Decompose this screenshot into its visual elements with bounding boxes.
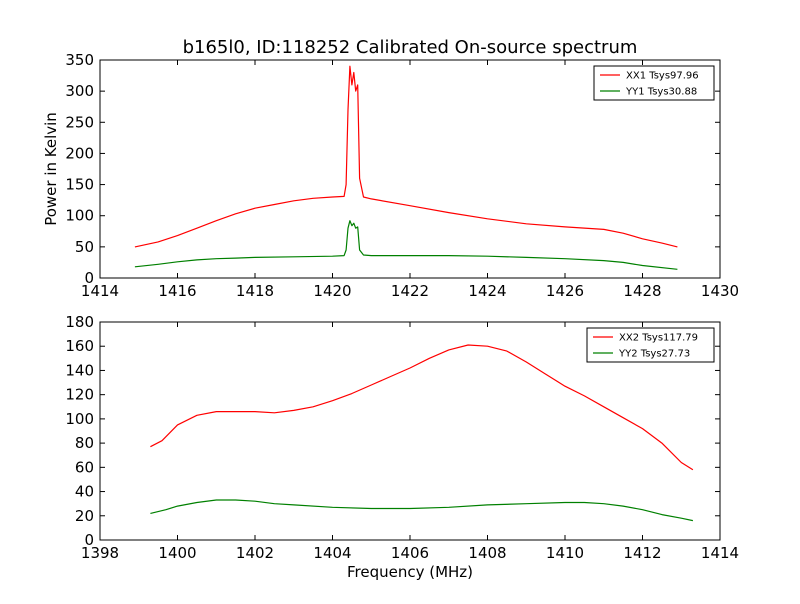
x-axis-label: Frequency (MHz) — [347, 563, 473, 581]
x-tick-label: 1424 — [468, 282, 506, 300]
x-tick-label: 1428 — [623, 282, 661, 300]
y-tick-label: 60 — [75, 458, 94, 476]
y-tick-label: 180 — [65, 313, 94, 331]
y-tick-label: 350 — [65, 51, 94, 69]
x-tick-label: 1418 — [236, 282, 274, 300]
x-tick-label: 1420 — [313, 282, 351, 300]
x-tick-label: 1410 — [546, 544, 584, 562]
figure-title: b165l0, ID:118252 Calibrated On-source s… — [183, 37, 638, 58]
series-line-1 — [150, 344, 694, 471]
legend-label: YY1 Tsys30.88 — [625, 87, 697, 98]
y-tick-label: 0 — [84, 269, 94, 287]
series-line-2 — [134, 220, 678, 270]
legend-label: YY2 Tsys27.73 — [618, 349, 690, 360]
legend: XX1 Tsys97.96 YY1 Tsys30.88 — [593, 65, 715, 101]
x-tick-label: 1404 — [313, 544, 351, 562]
y-tick-label: 140 — [65, 361, 94, 379]
y-tick-label: 50 — [75, 238, 94, 256]
y-tick-label: 0 — [84, 531, 94, 549]
y-tick-label: 100 — [65, 207, 94, 225]
y-tick-label: 200 — [65, 144, 94, 162]
x-tick-label: 1422 — [391, 282, 429, 300]
legend-label: XX2 Tsys117.79 — [619, 333, 698, 344]
y-tick-label: 40 — [75, 483, 94, 501]
x-tick-label: 1406 — [391, 544, 429, 562]
x-tick-label: 1414 — [81, 282, 119, 300]
chart-1: 1414 1416 1418 1420 1422 1424 1426 1428 1430 0 50 1… — [42, 51, 739, 300]
series-line-1 — [134, 65, 678, 248]
series-line-2 — [150, 499, 694, 522]
legend-label: XX1 Tsys97.96 — [626, 71, 699, 82]
y-tick-label: 100 — [65, 410, 94, 428]
x-tick-label: 1426 — [546, 282, 584, 300]
x-tick-label: 1398 — [81, 544, 119, 562]
x-tick-label: 1402 — [236, 544, 274, 562]
y-tick-label: 300 — [65, 82, 94, 100]
y-axis-label: Power in Kelvin — [42, 112, 60, 226]
x-tick-label: 1416 — [158, 282, 196, 300]
y-tick-label: 120 — [65, 386, 94, 404]
chart-2: 1398 1400 1402 1404 1406 1408 1410 1412 1414 0 20 4… — [65, 313, 739, 581]
y-tick-label: 160 — [65, 337, 94, 355]
y-tick-label: 80 — [75, 434, 94, 452]
x-tick-label: 1430 — [701, 282, 739, 300]
legend-box — [593, 65, 715, 101]
x-tick-label: 1400 — [158, 544, 196, 562]
y-tick-label: 150 — [65, 176, 94, 194]
y-tick-label: 20 — [75, 507, 94, 525]
x-tick-label: 1412 — [623, 544, 661, 562]
y-tick-label: 250 — [65, 113, 94, 131]
x-tick-label: 1414 — [701, 544, 739, 562]
legend-box — [586, 327, 715, 363]
legend: XX2 Tsys117.79 YY2 Tsys27.73 — [586, 327, 715, 363]
x-tick-label: 1408 — [468, 544, 506, 562]
